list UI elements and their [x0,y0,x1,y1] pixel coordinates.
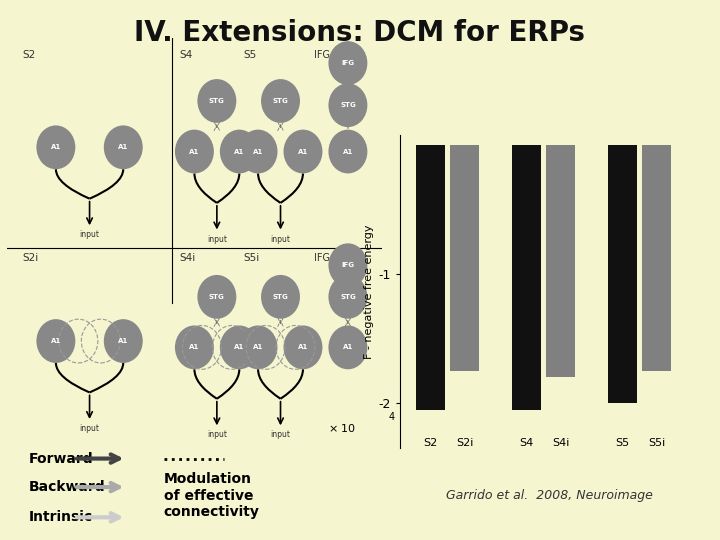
Text: IFG: IFG [341,60,354,66]
Bar [642,145,671,371]
Text: S5i: S5i [243,253,259,262]
Bar [608,145,636,403]
Circle shape [37,319,76,363]
Circle shape [328,41,367,85]
Text: A1: A1 [298,345,308,350]
Text: A1: A1 [118,338,128,344]
Text: 4: 4 [388,411,395,422]
Text: input: input [271,234,290,244]
Text: Backward: Backward [29,480,106,494]
Text: input: input [80,424,99,433]
Y-axis label: F - negative free energy: F - negative free energy [364,224,374,359]
Text: S5: S5 [243,50,256,60]
Text: STG: STG [273,98,289,104]
Text: S4i: S4i [179,253,196,262]
Text: S4: S4 [519,438,534,448]
Circle shape [238,326,277,369]
Circle shape [238,130,277,173]
Text: A1: A1 [189,148,199,154]
Circle shape [197,275,236,319]
Circle shape [328,275,367,319]
Circle shape [284,130,323,173]
Bar [512,145,541,409]
Text: S2i: S2i [22,253,38,262]
Text: A1: A1 [253,148,264,154]
Text: Garrido et al.  2008, Neuroimage: Garrido et al. 2008, Neuroimage [446,489,653,502]
Text: S4: S4 [179,50,193,60]
Text: IFG: IFG [341,262,354,268]
Text: A1: A1 [253,345,264,350]
Text: STG: STG [209,294,225,300]
Text: Intrinsic: Intrinsic [29,510,93,524]
Circle shape [197,79,236,123]
Text: S2: S2 [22,50,35,60]
Text: A1: A1 [50,338,61,344]
Text: A1: A1 [298,148,308,154]
Circle shape [328,326,367,369]
Circle shape [220,130,258,173]
Text: IFG: IFG [314,50,330,60]
Circle shape [104,125,143,169]
Text: STG: STG [340,102,356,108]
Text: input: input [271,430,290,440]
Text: input: input [80,230,99,239]
Text: A1: A1 [50,144,61,150]
Text: STG: STG [209,98,225,104]
Bar [416,145,445,409]
Text: A1: A1 [118,144,128,150]
Circle shape [175,130,214,173]
Text: STG: STG [273,294,289,300]
Bar [451,145,480,371]
Text: IV. Extensions: DCM for ERPs: IV. Extensions: DCM for ERPs [135,19,585,47]
Text: A1: A1 [189,345,199,350]
Text: input: input [207,234,227,244]
Circle shape [261,275,300,319]
Circle shape [328,130,367,173]
Text: A1: A1 [343,345,353,350]
Circle shape [37,125,76,169]
Circle shape [175,326,214,369]
Text: S2: S2 [423,438,438,448]
Circle shape [261,79,300,123]
Text: Forward: Forward [29,451,94,465]
Text: S5: S5 [616,438,629,448]
Text: A1: A1 [234,345,245,350]
Text: IFG: IFG [314,253,330,262]
Text: $\times$ 10: $\times$ 10 [328,422,356,434]
Circle shape [220,326,258,369]
Text: input: input [207,430,227,440]
Text: S5i: S5i [648,438,665,448]
Circle shape [328,83,367,127]
Text: A1: A1 [234,148,245,154]
Circle shape [328,244,367,287]
Circle shape [284,326,323,369]
Text: S2i: S2i [456,438,474,448]
Text: A1: A1 [343,148,353,154]
Text: S4i: S4i [552,438,570,448]
Text: STG: STG [340,294,356,300]
Circle shape [104,319,143,363]
Bar [546,145,575,377]
Text: Modulation
of effective
connectivity: Modulation of effective connectivity [164,472,260,519]
